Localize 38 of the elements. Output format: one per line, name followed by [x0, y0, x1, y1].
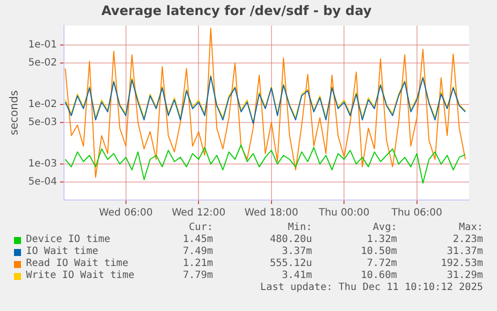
text: 480.20u	[268, 234, 312, 246]
text: Min:	[286, 222, 312, 234]
legend-label: Write IO Wait time	[26, 270, 134, 282]
y-tick-label: 1e-03	[28, 158, 58, 170]
text: Cur:	[188, 222, 213, 234]
text: 31.29m	[446, 270, 483, 282]
legend-label: IO Wait time	[26, 246, 98, 258]
text: 3.37m	[280, 246, 312, 258]
y-tick-label: 1e-02	[28, 99, 58, 110]
x-tick-label: Wed 18:00	[244, 208, 298, 219]
y-axis-title: seconds	[7, 90, 20, 136]
text: 2.23m	[452, 234, 483, 246]
text: 192.53m	[440, 258, 483, 270]
legend-label: Device IO time	[26, 234, 110, 246]
text: 7.49m	[182, 246, 213, 258]
text: Avg:	[372, 222, 397, 234]
text: 1.21m	[182, 258, 213, 270]
text: 1.32m	[366, 234, 397, 246]
y-tick-label: 5e-02	[28, 57, 58, 68]
text: 10.60m	[360, 270, 397, 282]
x-tick-label: Thu 06:00	[390, 208, 442, 219]
text: Max:	[458, 222, 483, 234]
y-tick-label: 1e-01	[28, 39, 58, 50]
x-tick-label: Wed 06:00	[98, 208, 153, 219]
x-tick-label: Thu 00:00	[318, 208, 370, 219]
legend-label: Read IO Wait time	[26, 258, 128, 270]
y-tick-label: 5e-03	[28, 117, 58, 128]
x-tick-label: Wed 12:00	[172, 208, 226, 219]
text: 31.37m	[446, 246, 483, 258]
text: 7.79m	[182, 270, 213, 282]
text: 555.12u	[268, 258, 312, 270]
text: 10.50m	[360, 246, 397, 258]
text: 7.72m	[366, 258, 397, 270]
text: Last update: Thu Dec 11 10:10:12 2025	[259, 282, 483, 293]
y-tick-label: 5e-04	[28, 176, 58, 188]
text: 1.45m	[182, 234, 213, 246]
chart-title: Average latency for /dev/sdf - by day	[101, 4, 372, 20]
text: 3.41m	[280, 270, 312, 282]
